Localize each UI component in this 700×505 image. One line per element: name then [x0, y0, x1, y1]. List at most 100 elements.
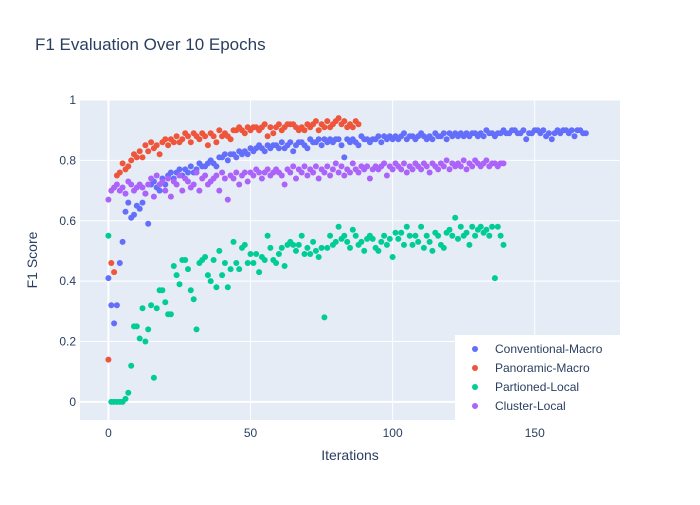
data-point	[227, 136, 234, 143]
data-point	[278, 172, 285, 179]
data-point	[145, 326, 152, 333]
data-points	[105, 115, 589, 405]
data-point	[548, 136, 555, 143]
data-point	[298, 232, 305, 239]
legend-marker	[472, 384, 478, 390]
data-point	[446, 226, 453, 233]
data-point	[190, 181, 197, 188]
data-point	[335, 136, 342, 143]
data-point	[153, 172, 160, 179]
data-point	[497, 232, 504, 239]
data-point	[150, 374, 157, 381]
legend-label: Partioned-Local	[495, 380, 579, 394]
data-point	[523, 136, 530, 143]
data-point	[312, 247, 319, 254]
y-tick-label: 0	[69, 395, 76, 409]
data-point	[244, 178, 251, 185]
tick-labels: 0 50 100 150 0 0.2 0.4 0.6 0.8 1	[59, 93, 545, 440]
data-point	[347, 169, 353, 176]
data-point	[264, 232, 271, 239]
data-point	[224, 196, 231, 203]
data-point	[136, 148, 143, 155]
data-point	[125, 199, 132, 206]
data-point	[304, 244, 311, 251]
data-point	[119, 160, 126, 167]
data-point	[443, 136, 450, 143]
legend-item[interactable]: Partioned-Local	[472, 380, 579, 394]
data-point	[105, 275, 112, 282]
series-panoramic-macro	[105, 115, 362, 363]
data-point	[261, 121, 268, 128]
data-point	[452, 214, 459, 221]
data-point	[489, 223, 496, 230]
data-point	[315, 254, 322, 260]
data-point	[315, 175, 322, 182]
data-point	[293, 175, 299, 182]
data-point	[420, 244, 427, 251]
data-point	[162, 187, 169, 194]
data-point	[230, 238, 237, 245]
series-cluster-local	[105, 157, 507, 203]
data-point	[355, 142, 362, 149]
data-point	[216, 247, 223, 254]
data-point	[457, 223, 464, 230]
data-point	[383, 241, 390, 248]
data-point	[253, 251, 260, 257]
data-point	[185, 169, 191, 176]
data-point	[210, 257, 217, 263]
data-point	[128, 157, 135, 164]
data-point	[267, 244, 274, 251]
legend-item[interactable]: Panoramic-Macro	[472, 361, 590, 375]
data-point	[395, 235, 402, 242]
data-point	[187, 139, 194, 146]
data-point	[472, 232, 479, 239]
data-point	[463, 166, 470, 173]
data-point	[318, 244, 325, 251]
data-point	[355, 121, 362, 128]
data-point	[148, 175, 155, 182]
data-point	[105, 196, 112, 203]
data-point	[358, 238, 365, 245]
data-point	[327, 232, 334, 239]
data-point	[167, 169, 174, 176]
data-point	[435, 232, 442, 239]
data-point	[176, 281, 183, 288]
data-point	[415, 238, 422, 245]
data-point	[227, 266, 234, 273]
data-point	[338, 142, 345, 149]
legend[interactable]: Conventional-Macro Panoramic-Macro Partion…	[455, 335, 620, 420]
data-point	[113, 181, 120, 188]
data-point	[378, 139, 385, 146]
data-point	[500, 241, 507, 248]
data-point	[440, 244, 447, 251]
data-point	[250, 172, 257, 179]
data-point	[304, 172, 311, 179]
data-point	[133, 154, 140, 161]
data-point	[392, 229, 399, 236]
data-point	[165, 142, 172, 149]
data-point	[119, 184, 126, 191]
data-point	[182, 257, 189, 263]
data-point	[429, 136, 436, 143]
data-point	[401, 160, 407, 167]
y-tick-label: 0.2	[59, 335, 76, 349]
data-point	[116, 169, 123, 176]
data-point	[344, 238, 351, 245]
legend-item[interactable]: Cluster-Local	[472, 399, 566, 413]
data-point	[409, 166, 416, 173]
legend-marker	[472, 365, 478, 371]
data-point	[108, 302, 115, 309]
data-point	[122, 190, 129, 197]
data-point	[341, 232, 348, 239]
data-point	[202, 172, 209, 179]
data-point	[156, 187, 163, 194]
data-point	[256, 169, 263, 176]
legend-item[interactable]: Conventional-Macro	[472, 342, 603, 356]
data-point	[221, 175, 228, 182]
data-point	[332, 160, 339, 167]
data-point	[233, 260, 240, 266]
data-point	[290, 241, 297, 248]
data-point	[221, 260, 228, 266]
data-point	[520, 127, 527, 134]
data-point	[378, 238, 385, 245]
